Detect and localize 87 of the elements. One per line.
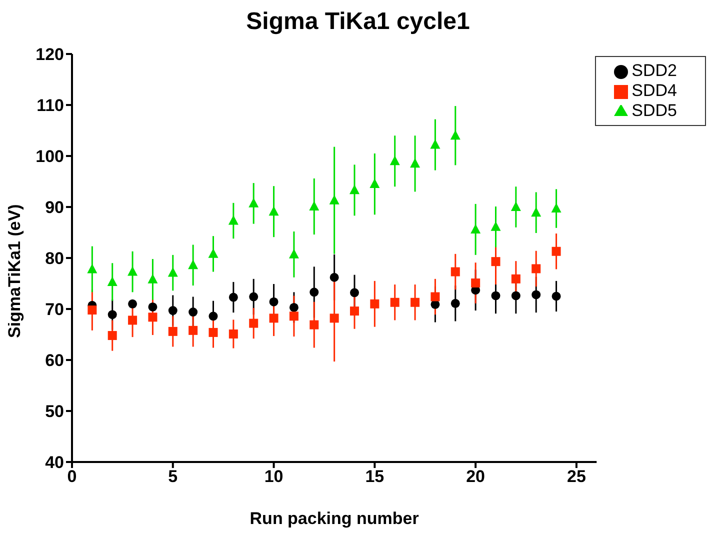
point xyxy=(430,292,440,302)
point xyxy=(249,318,258,328)
point xyxy=(471,278,480,288)
point xyxy=(208,248,218,258)
point xyxy=(148,302,158,312)
point xyxy=(249,292,258,302)
point xyxy=(450,298,460,308)
point xyxy=(208,328,218,337)
point xyxy=(288,248,299,258)
point xyxy=(107,276,118,286)
point xyxy=(208,312,218,321)
legend-label: SDD4 xyxy=(632,81,677,100)
legend-label: SDD2 xyxy=(632,61,677,80)
x-tick-label: 15 xyxy=(365,467,384,486)
point xyxy=(330,272,339,282)
point xyxy=(188,326,198,335)
x-tick-label: 10 xyxy=(264,467,284,486)
point xyxy=(168,326,178,336)
point xyxy=(410,298,420,307)
point xyxy=(128,299,138,308)
point xyxy=(350,306,359,316)
point xyxy=(248,198,259,208)
point xyxy=(490,221,501,231)
y-tick-label: 40 xyxy=(45,453,64,472)
point xyxy=(168,306,178,316)
y-tick-label: 100 xyxy=(36,147,64,166)
point xyxy=(148,312,158,322)
point xyxy=(552,246,561,256)
point xyxy=(309,200,320,210)
y-tick-label: 50 xyxy=(45,402,64,422)
point xyxy=(188,260,198,270)
point xyxy=(329,194,340,204)
x-tick-label: 20 xyxy=(466,467,486,486)
point xyxy=(511,291,520,300)
point xyxy=(532,264,541,274)
point xyxy=(390,156,400,166)
point xyxy=(228,329,238,338)
point xyxy=(551,203,562,213)
point xyxy=(552,292,561,301)
point xyxy=(491,291,500,300)
point xyxy=(168,267,178,277)
y-tick-label: 60 xyxy=(45,351,64,370)
point xyxy=(128,266,138,276)
point xyxy=(310,288,319,297)
point xyxy=(410,158,420,168)
point xyxy=(289,312,298,321)
x-tick-label: 0 xyxy=(67,467,77,486)
point xyxy=(370,299,380,308)
point xyxy=(330,314,339,323)
point xyxy=(188,308,198,317)
y-tick-label: 120 xyxy=(36,45,64,64)
point xyxy=(350,288,359,298)
point xyxy=(228,215,238,225)
point xyxy=(430,139,440,149)
x-tick-label: 5 xyxy=(168,467,178,486)
point xyxy=(511,274,520,284)
point xyxy=(450,130,460,140)
legend-label: SDD5 xyxy=(632,101,677,120)
x-tick-label: 25 xyxy=(567,467,586,486)
x-axis-title: Run packing number xyxy=(250,509,420,528)
y-tick-label: 70 xyxy=(45,300,64,320)
point xyxy=(532,290,541,300)
y-tick-label: 90 xyxy=(45,198,64,218)
y-axis-title: SigmaTiKa1 (eV) xyxy=(5,204,24,338)
point xyxy=(510,202,521,211)
point xyxy=(370,178,380,188)
point xyxy=(88,306,97,315)
y-tick-label: 80 xyxy=(45,249,64,268)
point xyxy=(269,314,278,323)
point xyxy=(289,302,298,312)
point xyxy=(350,184,360,194)
point xyxy=(108,331,117,340)
point xyxy=(228,292,238,302)
point xyxy=(470,224,481,234)
point xyxy=(531,207,542,217)
point xyxy=(450,267,460,276)
point xyxy=(390,298,400,307)
y-tick-label: 110 xyxy=(36,96,64,116)
point xyxy=(268,206,279,216)
point xyxy=(269,297,278,306)
chart-title: Sigma TiKa1 cycle1 xyxy=(245,8,471,37)
point xyxy=(491,257,500,266)
point xyxy=(108,310,117,320)
point xyxy=(310,320,319,330)
point xyxy=(148,274,158,284)
point xyxy=(87,264,98,274)
point xyxy=(128,316,138,325)
